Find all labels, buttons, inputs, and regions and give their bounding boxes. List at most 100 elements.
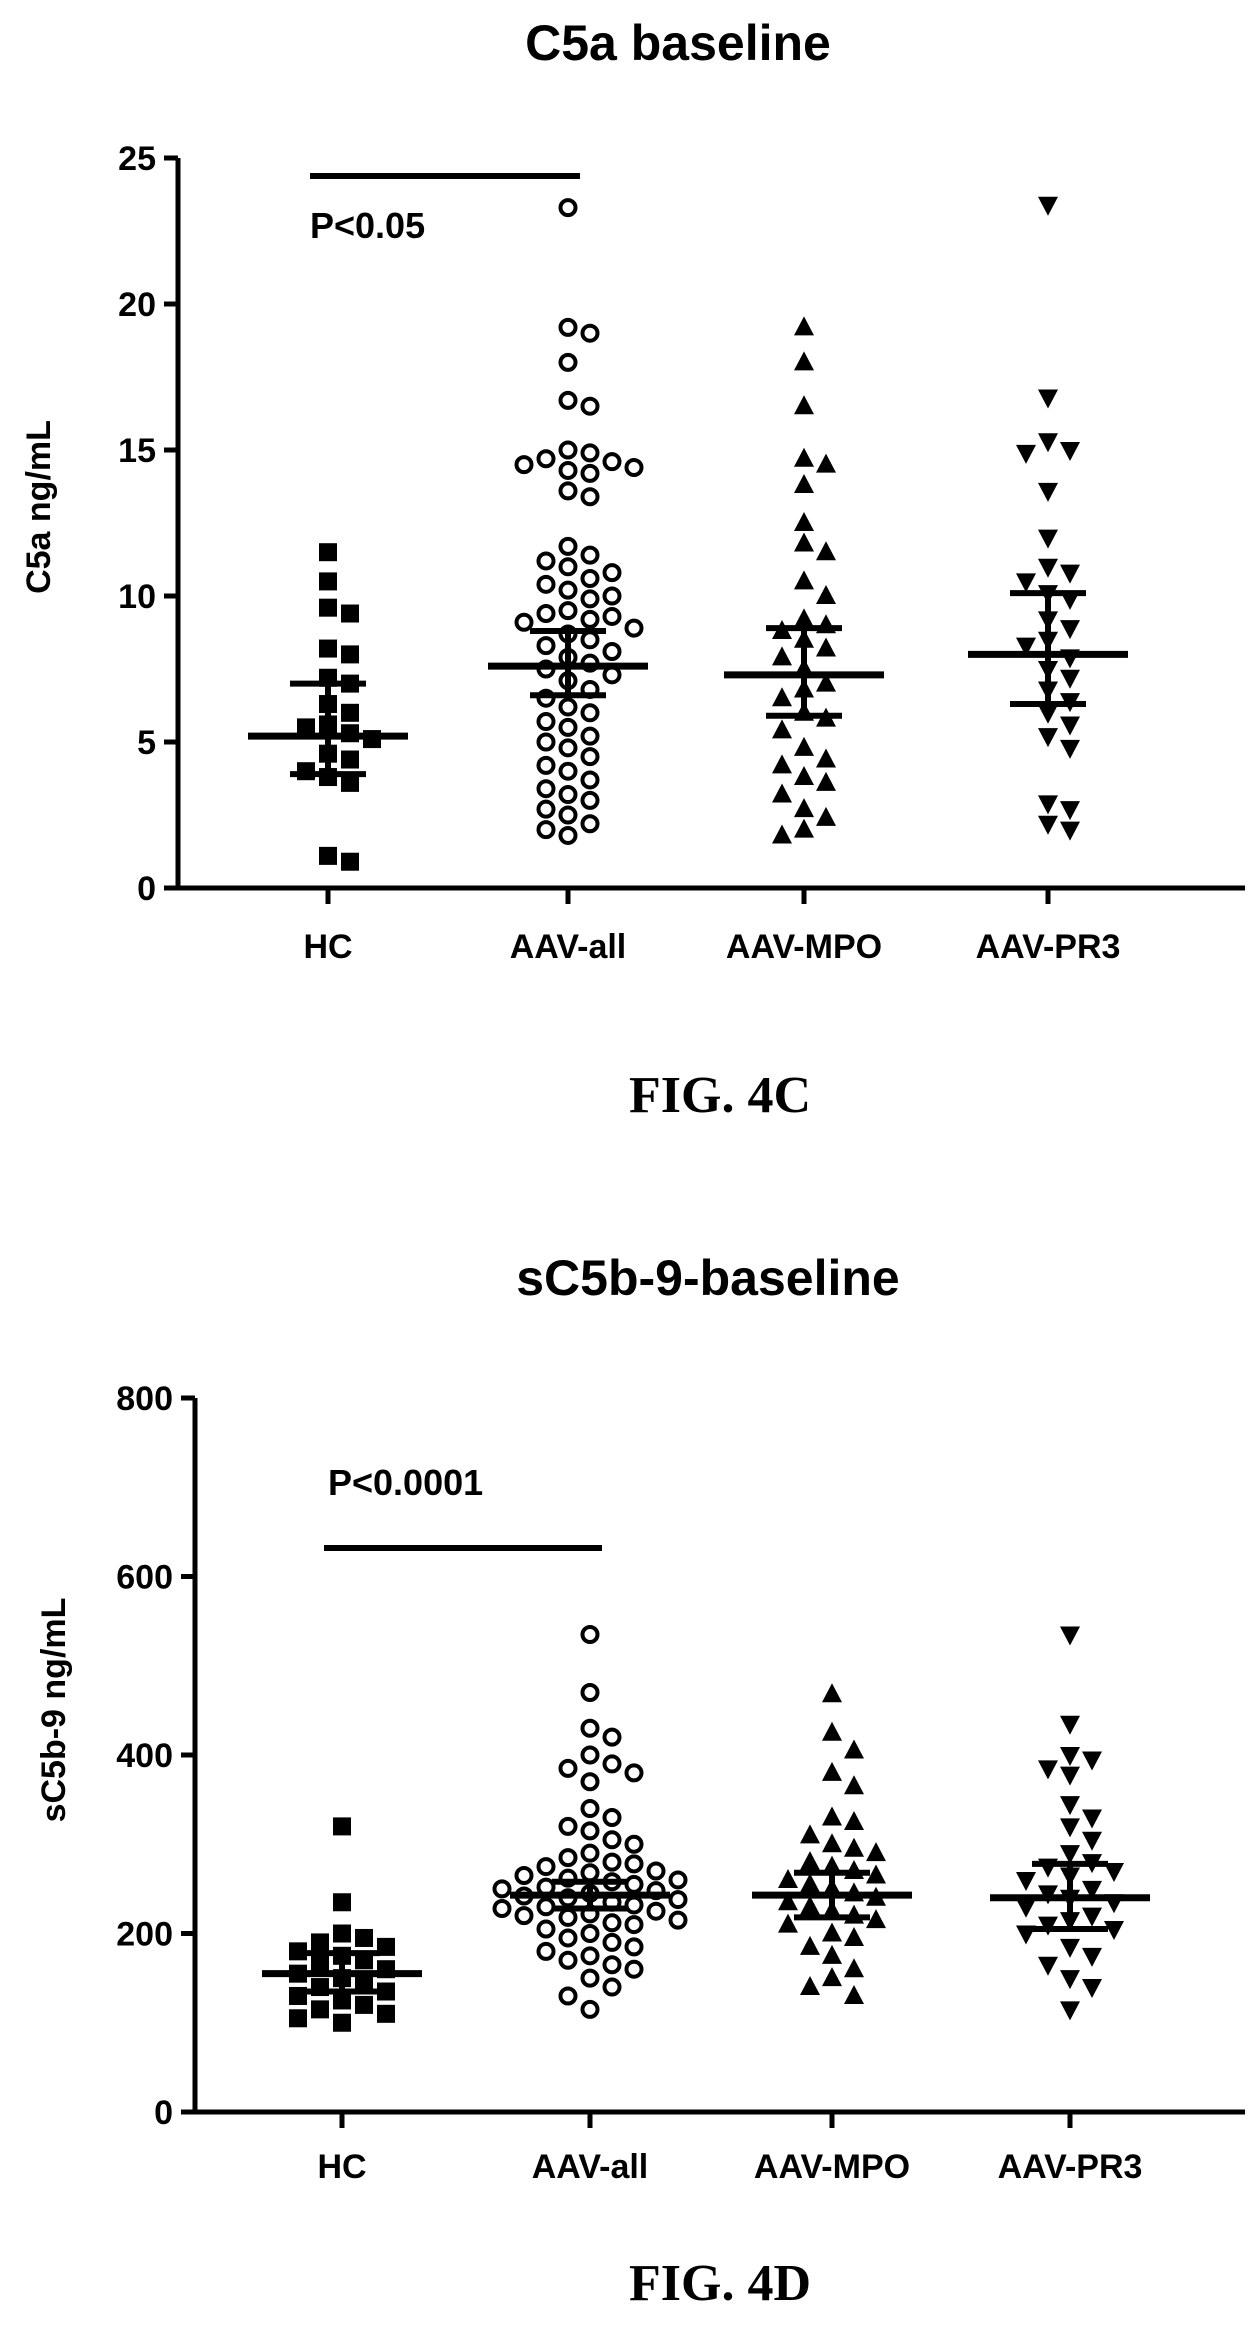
data-point bbox=[844, 1984, 864, 2004]
data-point bbox=[1038, 389, 1058, 409]
data-point bbox=[341, 852, 359, 871]
y-tick-label: 0 bbox=[137, 870, 156, 908]
data-point bbox=[794, 532, 814, 552]
data-point bbox=[624, 1874, 644, 1894]
x-category-label: AAV-all bbox=[510, 928, 627, 966]
data-point bbox=[1060, 2001, 1080, 2021]
data-point bbox=[602, 1852, 622, 1872]
data-point bbox=[668, 1890, 688, 1910]
data-point bbox=[1038, 433, 1058, 453]
data-point bbox=[794, 818, 814, 838]
y-tick-label: 15 bbox=[118, 432, 156, 470]
data-point bbox=[514, 455, 534, 475]
data-point bbox=[822, 1683, 842, 1703]
y-tick-label: 20 bbox=[118, 286, 156, 324]
data-point bbox=[355, 1928, 373, 1947]
x-category-label: AAV-MPO bbox=[754, 2148, 910, 2186]
data-point bbox=[816, 748, 836, 768]
data-point bbox=[1060, 1845, 1080, 1865]
data-point bbox=[377, 1982, 395, 2001]
data-point bbox=[816, 771, 836, 791]
data-point bbox=[624, 618, 644, 638]
data-point bbox=[580, 487, 600, 507]
data-point bbox=[580, 1683, 600, 1703]
data-point bbox=[558, 352, 578, 372]
data-point bbox=[816, 672, 836, 692]
data-point bbox=[514, 1906, 534, 1926]
data-point bbox=[558, 1848, 578, 1868]
data-point bbox=[536, 799, 556, 819]
data-point bbox=[580, 726, 600, 746]
data-point bbox=[602, 1830, 622, 1850]
data-point bbox=[624, 1834, 644, 1854]
significance-label: P<0.05 bbox=[310, 205, 425, 246]
data-point bbox=[1038, 482, 1058, 502]
data-point bbox=[816, 541, 836, 561]
data-point bbox=[341, 703, 359, 722]
data-point bbox=[602, 606, 622, 626]
data-point bbox=[1104, 1863, 1124, 1883]
data-point bbox=[602, 1932, 622, 1952]
data-point bbox=[624, 458, 644, 478]
data-point bbox=[844, 1926, 864, 1946]
data-point bbox=[822, 1806, 842, 1826]
x-category-label: HC bbox=[303, 928, 352, 966]
data-point bbox=[1060, 442, 1080, 461]
data-point bbox=[602, 1955, 622, 1975]
data-point bbox=[800, 1851, 820, 1871]
data-point bbox=[772, 783, 792, 803]
data-point bbox=[794, 736, 814, 756]
data-point bbox=[580, 770, 600, 790]
data-point bbox=[333, 1991, 351, 2010]
chart-title: sC5b-9-baseline bbox=[516, 1250, 899, 1306]
data-point bbox=[624, 1937, 644, 1957]
data-point bbox=[580, 1718, 600, 1738]
data-point bbox=[580, 814, 600, 834]
data-point bbox=[580, 609, 600, 629]
data-point bbox=[1038, 196, 1058, 216]
data-point bbox=[602, 1977, 622, 1997]
data-point bbox=[536, 551, 556, 571]
data-point bbox=[580, 323, 600, 343]
data-point bbox=[844, 1837, 864, 1857]
data-point bbox=[558, 1758, 578, 1778]
data-point bbox=[341, 604, 359, 623]
data-point bbox=[558, 460, 578, 480]
data-point bbox=[355, 1995, 373, 2014]
data-point bbox=[536, 1857, 556, 1877]
x-category-label: AAV-all bbox=[532, 2148, 649, 2186]
data-point bbox=[1082, 1907, 1102, 1927]
data-point bbox=[1082, 1831, 1102, 1851]
data-point bbox=[580, 1799, 600, 1819]
data-point bbox=[311, 2000, 329, 2019]
data-point bbox=[866, 1842, 886, 1862]
data-point bbox=[558, 785, 578, 805]
data-point bbox=[558, 1986, 578, 2006]
data-point bbox=[1038, 1760, 1058, 1780]
data-point bbox=[1060, 669, 1080, 689]
plot-marks bbox=[262, 1625, 1150, 2032]
data-point bbox=[333, 1893, 351, 1912]
data-point bbox=[800, 1824, 820, 1844]
data-point bbox=[377, 1937, 395, 1956]
y-tick-label: 200 bbox=[116, 1916, 173, 1954]
data-point bbox=[1016, 444, 1036, 464]
data-point bbox=[1038, 795, 1058, 815]
data-point bbox=[602, 452, 622, 472]
data-point bbox=[1060, 1766, 1080, 1786]
data-point bbox=[558, 1950, 578, 1970]
data-point bbox=[1060, 739, 1080, 759]
data-point bbox=[1038, 558, 1058, 578]
data-point bbox=[558, 390, 578, 410]
data-point bbox=[800, 1895, 820, 1915]
series-aav-pr3-points bbox=[1016, 196, 1080, 841]
y-tick-label: 600 bbox=[116, 1559, 173, 1597]
data-point bbox=[602, 1807, 622, 1827]
data-point bbox=[580, 443, 600, 463]
data-point bbox=[844, 1810, 864, 1830]
y-tick-label: 5 bbox=[137, 724, 156, 762]
x-category-label: AAV-PR3 bbox=[998, 2148, 1143, 2186]
data-point bbox=[289, 1942, 307, 1961]
y-axis-label: sC5b-9 ng/mL bbox=[35, 1598, 73, 1823]
